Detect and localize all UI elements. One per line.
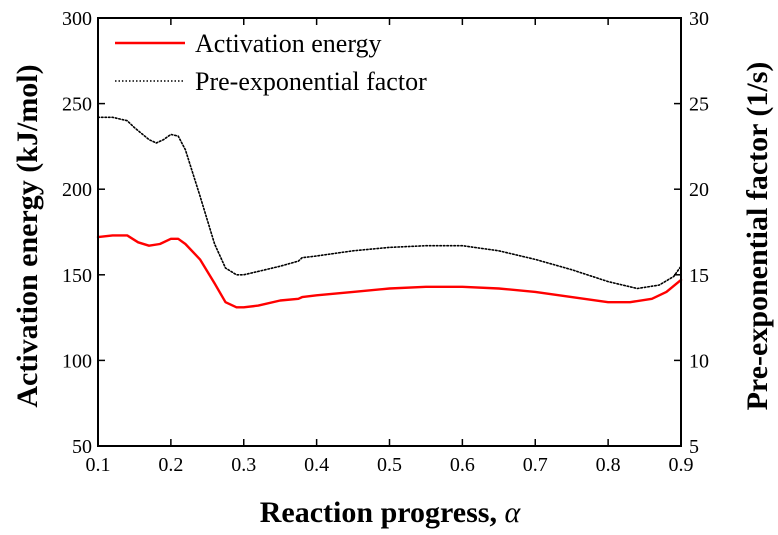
y-left-tick-label: 200 [62,179,92,201]
x-tick-label: 0.4 [304,454,329,476]
legend-label-activation-energy: Activation energy [195,29,382,58]
series-line-pre-exponential-factor [97,116,682,290]
x-tick-label: 0.2 [158,454,183,476]
x-axis-title-text: Reaction progress, [260,496,505,529]
y-left-tick-label: 100 [62,350,92,372]
y-axis-left-title: Activation energy (kJ/mol) [11,64,44,407]
y-left-tick-label: 300 [62,8,92,30]
x-tick-label: 0.7 [523,454,548,476]
y-right-tick-label: 20 [689,179,709,201]
x-tick-label: 0.1 [86,454,111,476]
x-tick-label: 0.6 [450,454,475,476]
x-tick-label: 0.9 [669,454,694,476]
y-left-tick-label: 50 [72,436,92,458]
plot-frame [97,17,682,447]
y-axis-right-title: Pre-exponential factor (1/s) [741,62,774,411]
series-line-activation-energy [96,234,683,309]
alpha-symbol: α [504,496,521,529]
y-left-tick-label: 150 [62,265,92,287]
axis-ticks: 0.1 0.2 0.3 0.4 0.5 0.6 0.7 0.8 0.9 50 100 150 200 25… [62,8,709,476]
y-right-tick-label: 10 [689,350,709,372]
series-lines [96,116,683,309]
x-tick-label: 0.3 [231,454,256,476]
x-tick-label: 0.5 [377,454,402,476]
y-left-tick-label: 250 [62,94,92,116]
y-right-tick-label: 5 [689,436,699,458]
x-tick-label: 0.8 [596,454,621,476]
y-right-tick-label: 30 [689,8,709,30]
y-right-tick-label: 25 [689,94,709,116]
legend-label-pre-exponential-factor: Pre-exponential factor [195,67,427,96]
x-axis-title: Reaction progress, α [260,496,522,529]
y-right-tick-label: 15 [689,265,709,287]
legend: Activation energy Pre-exponential factor [115,29,427,96]
